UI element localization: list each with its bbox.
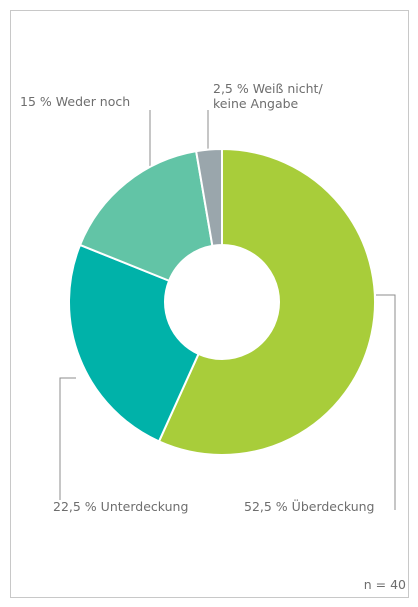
sample-size-note: n = 40	[363, 577, 406, 592]
value-label: 52,5 %	[244, 499, 288, 514]
donut-segment	[78, 150, 214, 283]
segment-label: 2,5 % Weiß nicht/ keine Angabe	[213, 81, 338, 111]
category-label: Unterdeckung	[100, 499, 189, 514]
value-label: 22,5 %	[53, 499, 97, 514]
leader-lines	[59, 110, 396, 510]
value-label: 2,5 %	[213, 81, 249, 96]
segment-label: 15 % Weder noch	[20, 94, 130, 109]
category-label: Weder noch	[55, 94, 131, 109]
leader-line	[376, 294, 396, 510]
donut-segment	[68, 243, 200, 443]
donut-segment	[157, 147, 376, 456]
donut-segment	[194, 147, 223, 247]
segment-label: 52,5 % Überdeckung	[244, 499, 375, 514]
value-label: 15 %	[20, 94, 52, 109]
segment-label: 22,5 % Unterdeckung	[53, 499, 188, 514]
leader-line	[59, 377, 76, 500]
category-label: Weiß nicht/ keine Angabe	[213, 81, 323, 111]
category-label: Überdeckung	[291, 499, 375, 514]
